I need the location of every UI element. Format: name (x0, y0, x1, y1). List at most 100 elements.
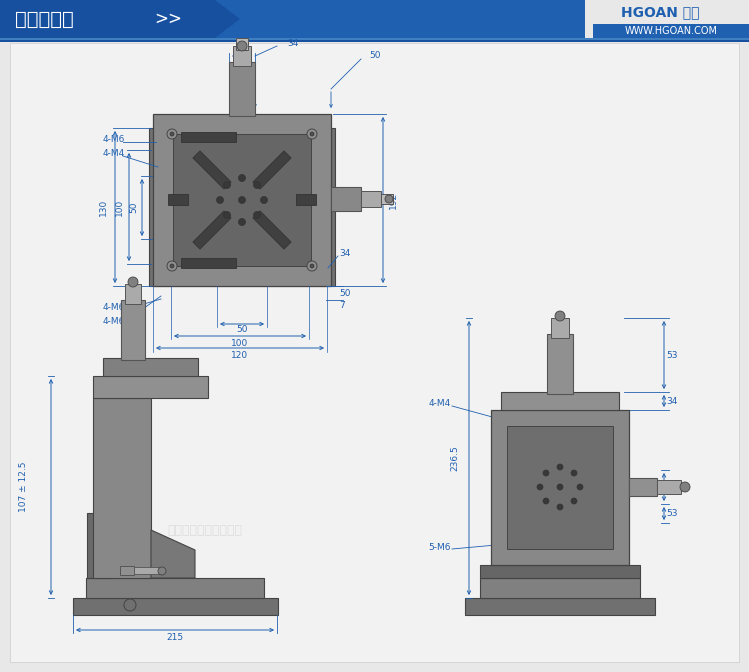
Circle shape (557, 504, 563, 510)
Text: 北京衡工仪器有限公司: 北京衡工仪器有限公司 (229, 208, 305, 222)
Circle shape (571, 470, 577, 476)
Bar (87, 513, 112, 578)
Bar (153, 114, 331, 286)
Text: 100: 100 (115, 198, 124, 216)
Bar (593, 24, 749, 38)
Bar (0, 38, 749, 40)
Circle shape (537, 484, 543, 490)
Polygon shape (253, 211, 291, 249)
Text: 4-M4: 4-M4 (103, 149, 125, 159)
Bar (585, 0, 749, 38)
Bar (551, 318, 569, 338)
Bar (0, 40, 749, 42)
Bar (331, 187, 361, 211)
Circle shape (310, 132, 314, 136)
Circle shape (238, 218, 246, 226)
Bar (0, 0, 749, 38)
Bar (73, 598, 278, 615)
Text: 53: 53 (667, 509, 678, 518)
Circle shape (557, 464, 563, 470)
Text: 34: 34 (667, 482, 678, 491)
Circle shape (223, 212, 231, 218)
Bar (93, 376, 208, 398)
Bar (233, 46, 251, 66)
Circle shape (385, 195, 393, 203)
Text: 130: 130 (99, 198, 108, 216)
Text: 215: 215 (166, 634, 184, 642)
Text: 4-M6: 4-M6 (103, 304, 125, 312)
Text: 192: 192 (389, 192, 398, 208)
Text: 50: 50 (236, 325, 248, 335)
Bar (381, 194, 393, 204)
Circle shape (158, 567, 166, 575)
Circle shape (216, 196, 223, 204)
Bar (507, 426, 613, 549)
Bar (480, 565, 640, 578)
Text: 236.5: 236.5 (450, 445, 459, 471)
Bar (93, 398, 151, 578)
Text: 107 ± 12.5: 107 ± 12.5 (19, 462, 28, 512)
Circle shape (238, 175, 246, 181)
Circle shape (124, 599, 136, 611)
Circle shape (223, 181, 231, 189)
Bar (361, 191, 381, 207)
Polygon shape (193, 151, 231, 189)
Circle shape (680, 482, 690, 492)
Text: 34: 34 (287, 38, 298, 48)
Polygon shape (253, 151, 291, 189)
Circle shape (167, 129, 177, 139)
Polygon shape (193, 211, 231, 249)
Bar (229, 62, 255, 116)
Bar (501, 392, 619, 410)
Circle shape (170, 132, 174, 136)
Bar (103, 358, 198, 376)
Bar (134, 567, 162, 574)
Text: 7: 7 (339, 302, 345, 310)
Bar (173, 134, 311, 266)
Bar (86, 578, 264, 598)
Bar (629, 478, 657, 496)
Bar (121, 300, 145, 360)
Text: 34: 34 (339, 249, 351, 259)
Bar (181, 258, 236, 268)
Circle shape (253, 212, 261, 218)
Circle shape (577, 484, 583, 490)
Text: 4-M6: 4-M6 (103, 136, 125, 144)
Text: WWW.HGOAN.COM: WWW.HGOAN.COM (625, 26, 718, 36)
Text: 50: 50 (130, 202, 139, 213)
Text: >>: >> (154, 10, 182, 28)
Bar (491, 410, 629, 565)
Circle shape (310, 264, 314, 268)
Bar (125, 284, 141, 304)
Text: 120: 120 (231, 351, 249, 360)
Text: 53: 53 (667, 351, 678, 360)
Text: 4-M4: 4-M4 (428, 399, 451, 409)
Circle shape (261, 196, 267, 204)
Text: 34: 34 (667, 396, 678, 405)
Bar (465, 598, 655, 615)
Text: 北京衡工仪器有限公司: 北京衡工仪器有限公司 (168, 523, 243, 536)
Circle shape (170, 264, 174, 268)
Text: 5-M6: 5-M6 (428, 542, 451, 552)
Text: 100: 100 (231, 339, 249, 347)
Circle shape (128, 277, 138, 287)
Circle shape (237, 41, 247, 51)
Circle shape (543, 498, 549, 504)
Circle shape (238, 196, 246, 204)
Bar (149, 128, 335, 286)
Polygon shape (0, 0, 240, 38)
Circle shape (571, 498, 577, 504)
Text: 4-M6: 4-M6 (103, 317, 125, 325)
Bar (296, 194, 316, 205)
Bar (657, 480, 681, 494)
Bar (236, 38, 248, 50)
Circle shape (253, 181, 261, 189)
Bar (120, 566, 134, 575)
Text: 北京衡工仪器有限公司: 北京衡工仪器有限公司 (538, 523, 613, 536)
Bar (168, 194, 188, 205)
Text: HGOAN 衡工: HGOAN 衡工 (621, 5, 700, 19)
Circle shape (543, 470, 549, 476)
Bar (181, 132, 236, 142)
Circle shape (307, 129, 317, 139)
Text: 尺寸外形图: 尺寸外形图 (15, 9, 73, 28)
